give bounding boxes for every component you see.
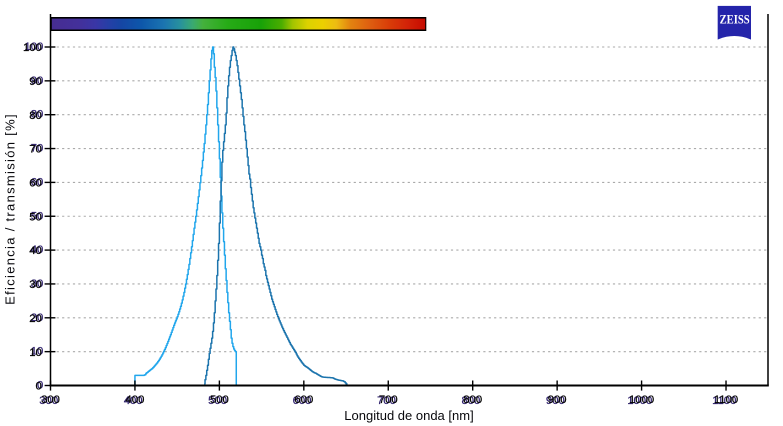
svg-text:90: 90 (31, 75, 44, 87)
svg-text:80: 80 (31, 109, 44, 121)
svg-text:50: 50 (31, 210, 44, 222)
svg-text:800: 800 (461, 395, 480, 407)
svg-text:700: 700 (377, 395, 396, 407)
svg-text:300: 300 (39, 395, 58, 407)
svg-text:0: 0 (36, 381, 42, 393)
svg-text:100: 100 (24, 41, 43, 53)
svg-text:30: 30 (31, 278, 44, 290)
svg-text:60: 60 (29, 178, 42, 190)
svg-text:800: 800 (463, 394, 482, 406)
svg-text:50: 50 (29, 211, 42, 223)
svg-text:300: 300 (41, 394, 60, 406)
svg-text:400: 400 (124, 395, 143, 407)
svg-text:Longitud de onda [nm]: Longitud de onda [nm] (344, 408, 473, 423)
svg-text:600: 600 (293, 395, 312, 407)
svg-text:700: 700 (379, 394, 398, 406)
svg-text:70: 70 (31, 143, 44, 155)
svg-text:900: 900 (548, 394, 567, 406)
svg-text:600: 600 (294, 394, 313, 406)
svg-text:1100: 1100 (712, 395, 736, 407)
svg-text:500: 500 (210, 394, 229, 406)
svg-text:10: 10 (29, 347, 42, 359)
svg-text:900: 900 (546, 395, 565, 407)
svg-text:1000: 1000 (627, 395, 652, 407)
svg-text:80: 80 (29, 110, 42, 122)
svg-text:40: 40 (29, 245, 42, 257)
svg-text:500: 500 (208, 395, 227, 407)
svg-text:20: 20 (31, 312, 44, 324)
svg-text:90: 90 (29, 76, 42, 88)
svg-text:20: 20 (29, 313, 42, 325)
svg-text:ZEISS: ZEISS (720, 12, 750, 26)
svg-text:400: 400 (126, 394, 145, 406)
svg-text:30: 30 (29, 279, 42, 291)
svg-text:10: 10 (31, 346, 44, 358)
svg-text:70: 70 (29, 144, 42, 156)
svg-text:100: 100 (23, 42, 42, 54)
svg-text:1100: 1100 (714, 394, 738, 406)
svg-text:Eficiencia / transmisión [%]: Eficiencia / transmisión [%] (3, 113, 18, 305)
svg-text:60: 60 (31, 176, 44, 188)
svg-text:0: 0 (37, 380, 43, 392)
svg-text:40: 40 (31, 244, 44, 256)
svg-text:1000: 1000 (629, 394, 654, 406)
